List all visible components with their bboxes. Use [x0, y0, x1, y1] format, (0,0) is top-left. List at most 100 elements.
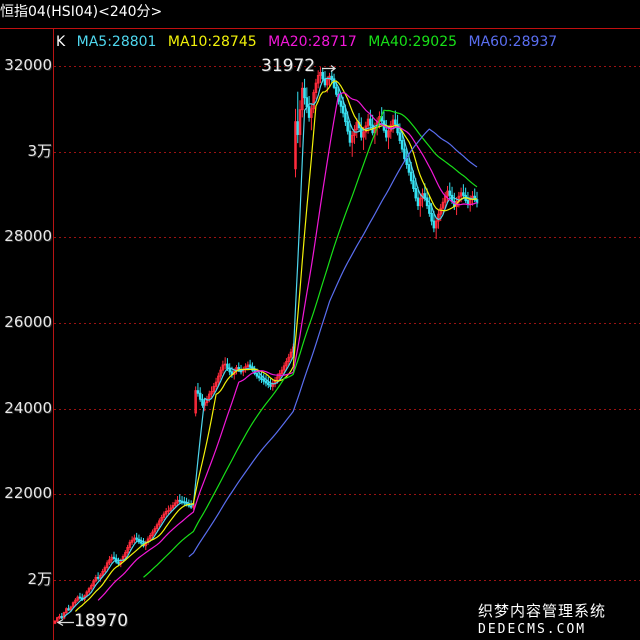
candle — [419, 193, 422, 217]
candle — [387, 127, 390, 150]
candle — [108, 556, 111, 566]
page-title: 恒指04(HSI04)<240分> — [0, 4, 163, 20]
candle — [305, 87, 309, 114]
candle — [58, 613, 61, 620]
candle — [114, 554, 118, 564]
candle — [56, 616, 59, 623]
candle — [301, 82, 304, 118]
candle — [362, 126, 365, 150]
y-axis-label-20000: 2万 — [27, 570, 52, 588]
candle — [416, 186, 420, 210]
candle — [391, 114, 395, 133]
legend-ma10[interactable]: MA10:28745 — [167, 34, 257, 50]
candle — [94, 574, 98, 583]
candle — [78, 592, 82, 600]
candle — [105, 560, 109, 570]
high-price-annotation: 31972 — [261, 56, 316, 76]
candle — [242, 366, 245, 377]
candle — [130, 536, 134, 545]
candle — [441, 197, 445, 216]
candle — [90, 583, 93, 591]
candle — [303, 78, 306, 105]
candle — [428, 195, 431, 217]
candle — [223, 357, 227, 370]
candle — [133, 534, 136, 544]
candle — [219, 366, 222, 380]
candle — [153, 526, 157, 535]
candle — [151, 529, 154, 539]
candle — [205, 395, 209, 407]
candle — [462, 184, 465, 199]
ma-line-40 — [143, 109, 478, 578]
gridline-24000 — [54, 408, 640, 410]
low-arrow-icon — [56, 618, 74, 627]
legend-ma5[interactable]: MA5:28801 — [76, 34, 157, 50]
candle — [369, 109, 372, 130]
candle — [110, 554, 113, 563]
gridline-26000 — [54, 323, 640, 324]
candle — [355, 118, 359, 138]
candle — [158, 518, 161, 528]
candle — [173, 499, 177, 509]
candle — [137, 534, 141, 545]
candle — [62, 611, 66, 620]
y-axis-label-32000: 32000 — [4, 56, 52, 74]
candle — [198, 387, 202, 402]
legend-ma60[interactable]: MA60:28937 — [468, 34, 558, 50]
candle — [253, 365, 256, 376]
candle — [314, 78, 318, 100]
candle — [285, 358, 288, 370]
candle — [167, 505, 170, 515]
candle — [103, 565, 107, 574]
y-axis-label-22000: 22000 — [4, 484, 52, 503]
candle — [183, 496, 186, 506]
y-axis-label-28000: 28000 — [4, 227, 52, 246]
candle — [353, 125, 356, 144]
legend-k: K — [56, 34, 66, 50]
candle — [67, 604, 70, 611]
candle — [348, 120, 352, 147]
candle — [262, 373, 265, 385]
legend-ma20[interactable]: MA20:28717 — [268, 34, 357, 50]
candle — [269, 378, 272, 390]
candle — [264, 375, 268, 387]
ma-line-20 — [97, 92, 478, 601]
candle — [164, 508, 168, 517]
gridline-22000 — [54, 494, 640, 496]
legend-ma40[interactable]: MA40:29025 — [368, 34, 458, 50]
candle — [307, 95, 311, 122]
candle — [124, 550, 127, 560]
window-titlebar: 恒指04(HSI04)<240分> — [0, 0, 640, 29]
candle — [139, 537, 143, 546]
candle — [298, 100, 302, 148]
candle — [466, 191, 470, 209]
candle — [464, 187, 467, 204]
candle — [128, 539, 132, 551]
candle — [244, 363, 247, 373]
candle — [178, 494, 182, 504]
candle — [339, 92, 343, 114]
candle — [76, 595, 79, 602]
candle — [221, 360, 225, 374]
candle — [112, 551, 116, 561]
candle — [60, 612, 64, 619]
candle — [296, 91, 300, 144]
candle — [319, 67, 322, 84]
candle — [135, 532, 138, 542]
ma-legend[interactable]: K MA5:28801 MA10:28745 MA20:28717 MA40:2… — [56, 33, 564, 51]
y-axis-label-30000: 3万 — [27, 141, 52, 160]
candle — [382, 111, 386, 133]
candle — [271, 379, 275, 391]
candle — [282, 362, 286, 374]
candle — [273, 376, 277, 388]
candle — [176, 496, 179, 506]
candle — [267, 376, 270, 389]
candle — [396, 114, 399, 136]
candle — [448, 182, 452, 199]
candle — [117, 557, 120, 566]
ma-line-60 — [188, 128, 478, 558]
candle — [71, 601, 75, 609]
y-axis-label-26000: 26000 — [4, 313, 52, 331]
